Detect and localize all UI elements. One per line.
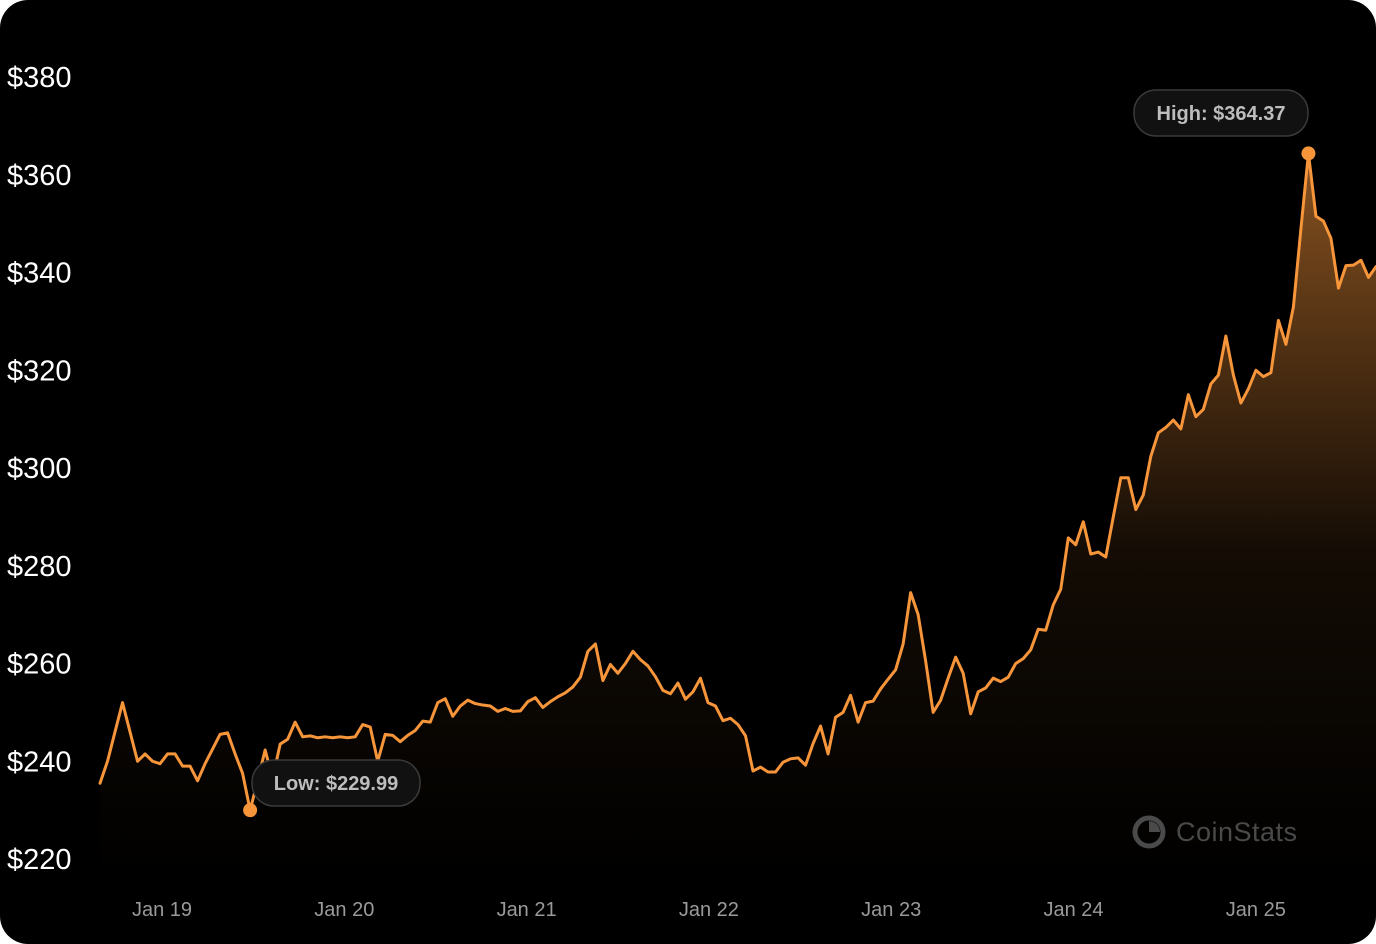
x-tick-label: Jan 21 — [497, 899, 557, 921]
y-tick-label: $340 — [7, 258, 72, 290]
coinstats-logo-icon — [1132, 815, 1166, 849]
low-marker: Low: $229.99 — [243, 759, 421, 818]
y-tick-label: $280 — [7, 551, 72, 583]
y-tick-label: $240 — [7, 746, 72, 778]
y-tick-label: $260 — [7, 649, 72, 681]
x-tick-label: Jan 24 — [1043, 899, 1103, 921]
y-tick-label: $360 — [7, 160, 72, 192]
high-label-pill — [1133, 89, 1309, 137]
low-label-pill — [251, 759, 421, 807]
y-axis: $380 $360 $340 $320 $300 $280 $260 $240 $220 — [7, 62, 72, 876]
y-tick-label: $380 — [7, 62, 72, 94]
price-area-fill — [100, 153, 1376, 880]
x-tick-label: Jan 20 — [314, 899, 374, 921]
y-tick-label: $300 — [7, 453, 72, 485]
coinstats-watermark: CoinStats — [1132, 815, 1298, 849]
price-line — [98, 151, 1376, 812]
y-tick-label: $320 — [7, 355, 72, 387]
y-tick-label: $220 — [7, 844, 72, 876]
low-point — [243, 803, 258, 818]
x-tick-label: Jan 23 — [861, 899, 921, 921]
x-axis: Jan 19 Jan 20 Jan 21 Jan 22 Jan 23 Jan 24 Jan … — [132, 899, 1286, 921]
high-label: High: $364.37 — [1157, 103, 1286, 125]
high-point — [1301, 146, 1316, 161]
high-marker: High: $364.37 — [1133, 89, 1316, 161]
watermark-text: CoinStats — [1176, 816, 1298, 847]
low-label: Low: $229.99 — [274, 773, 399, 795]
x-tick-label: Jan 25 — [1226, 899, 1286, 921]
x-tick-label: Jan 19 — [132, 899, 192, 921]
x-tick-label: Jan 22 — [679, 899, 739, 921]
